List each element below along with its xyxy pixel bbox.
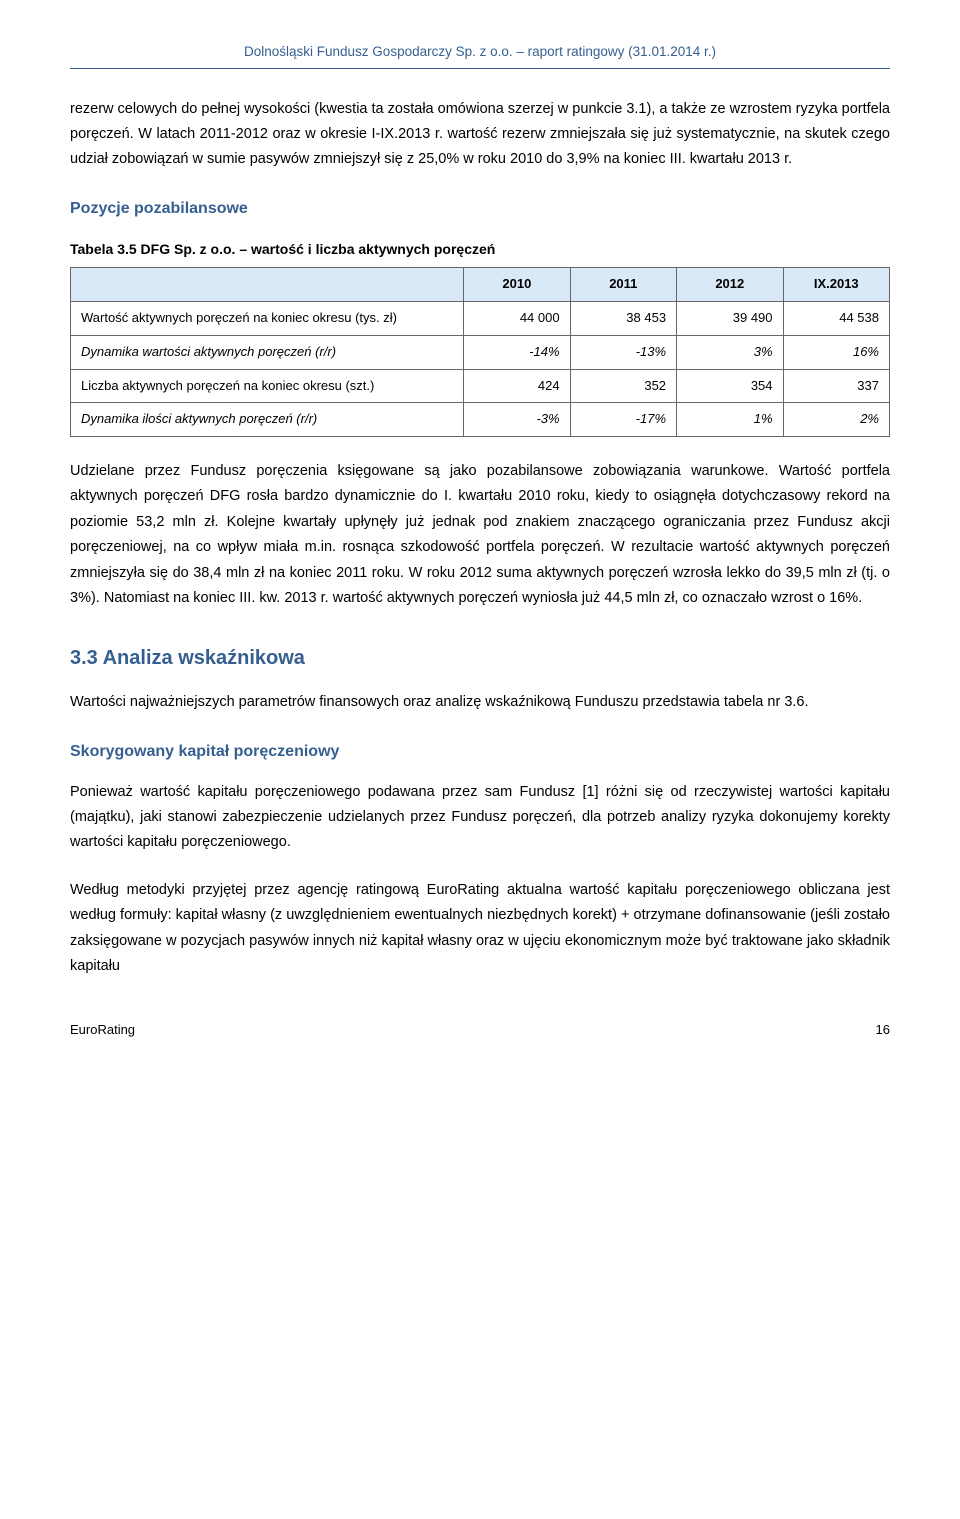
table-cell-value: 354 [677,369,783,403]
table-cell-label: Dynamika wartości aktywnych poręczeń (r/… [71,335,464,369]
table-cell-value: 38 453 [570,302,676,336]
page-header: Dolnośląski Fundusz Gospodarczy Sp. z o.… [70,40,890,69]
table-cell-value: 337 [783,369,889,403]
table-cell-value: 3% [677,335,783,369]
skorygowany-para-2: Według metodyki przyjętej przez agencję … [70,878,890,980]
pozabilansowe-paragraph: Udzielane przez Fundusz poręczenia księg… [70,459,890,611]
table-cell-value: 16% [783,335,889,369]
section-title-pozabilansowe: Pozycje pozabilansowe [70,195,890,223]
intro-paragraph: rezerw celowych do pełnej wysokości (kwe… [70,97,890,173]
table-cell-value: -17% [570,403,676,437]
table-cell-value: 44 538 [783,302,889,336]
section-33-paragraph: Wartości najważniejszych parametrów fina… [70,690,890,715]
table-header-cell [71,268,464,302]
footer-left: EuroRating [70,1019,135,1042]
table-header-cell: IX.2013 [783,268,889,302]
table-cell-value: 1% [677,403,783,437]
table-cell-value: -3% [464,403,570,437]
table-cell-label: Dynamika ilości aktywnych poręczeń (r/r) [71,403,464,437]
table-cell-value: -14% [464,335,570,369]
section-title-skorygowany: Skorygowany kapitał poręczeniowy [70,738,890,766]
footer-page-number: 16 [876,1019,890,1042]
skorygowany-para-1: Ponieważ wartość kapitału poręczeniowego… [70,780,890,856]
table-cell-label: Liczba aktywnych poręczeń na koniec okre… [71,369,464,403]
table-row: Wartość aktywnych poręczeń na koniec okr… [71,302,890,336]
table-cell-value: 39 490 [677,302,783,336]
table-header-row: 2010 2011 2012 IX.2013 [71,268,890,302]
table-header-cell: 2011 [570,268,676,302]
table-cell-value: 44 000 [464,302,570,336]
table-cell-value: -13% [570,335,676,369]
table-row: Dynamika ilości aktywnych poręczeń (r/r)… [71,403,890,437]
table-row: Liczba aktywnych poręczeń na koniec okre… [71,369,890,403]
page-footer: EuroRating 16 [70,1019,890,1042]
section-title-33: 3.3 Analiza wskaźnikowa [70,641,890,676]
table-header-cell: 2012 [677,268,783,302]
table-cell-value: 424 [464,369,570,403]
table-cell-value: 352 [570,369,676,403]
table-cell-label: Wartość aktywnych poręczeń na koniec okr… [71,302,464,336]
table-cell-value: 2% [783,403,889,437]
table-poreczen: 2010 2011 2012 IX.2013 Wartość aktywnych… [70,267,890,437]
table-caption: Tabela 3.5 DFG Sp. z o.o. – wartość i li… [70,237,890,262]
table-row: Dynamika wartości aktywnych poręczeń (r/… [71,335,890,369]
table-header-cell: 2010 [464,268,570,302]
